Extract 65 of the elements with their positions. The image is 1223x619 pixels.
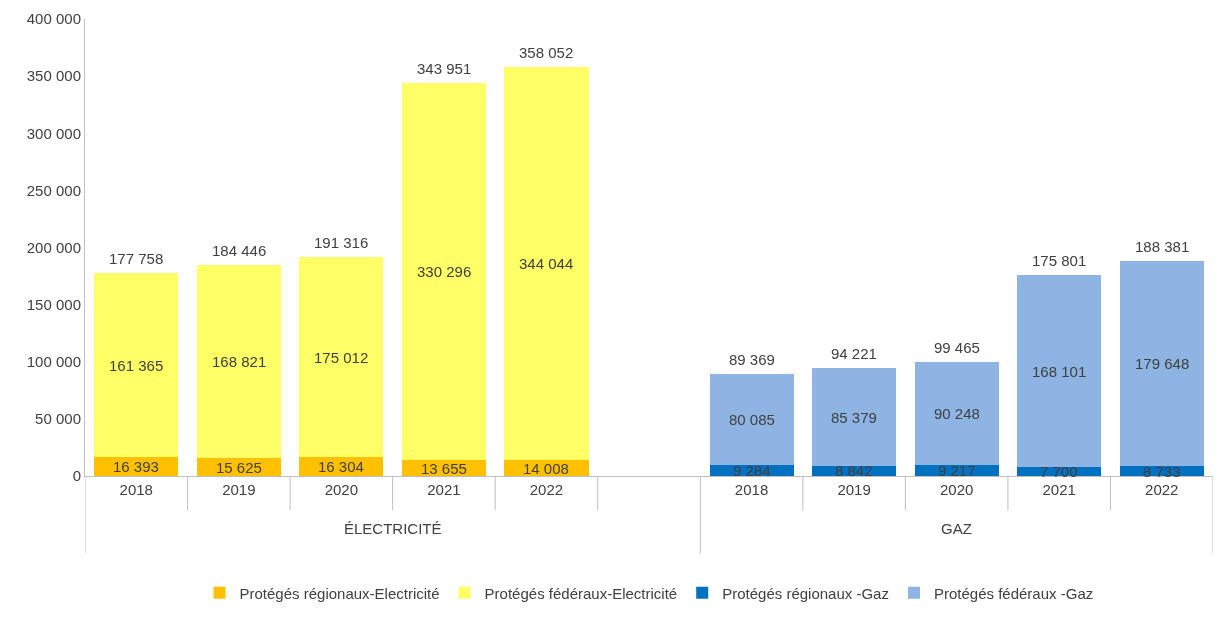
data-label: 8 842 <box>835 462 873 479</box>
data-label: 16 393 <box>113 458 159 475</box>
x-tick-label: 2022 <box>529 481 564 498</box>
bar <box>401 83 486 461</box>
total-label: 89 369 <box>729 351 775 368</box>
data-label: 90 248 <box>934 405 980 422</box>
data-label: 161 365 <box>109 357 164 374</box>
total-label: 191 316 <box>314 234 369 251</box>
data-label: 8 733 <box>1143 463 1181 480</box>
data-label: 16 304 <box>318 458 364 475</box>
data-label: 344 044 <box>519 255 574 272</box>
text: GAZ <box>941 520 972 537</box>
x-tick-label: 2020 <box>939 481 974 498</box>
total-label: 177 758 <box>109 250 164 267</box>
y-tick-label: 250 000 <box>26 181 81 199</box>
x-tick-label: 2019 <box>222 481 256 498</box>
y-tick-label: 400 000 <box>26 10 81 28</box>
bar <box>812 368 897 466</box>
bar <box>914 362 999 466</box>
total-label: 343 951 <box>417 60 472 77</box>
y-tick-label: 350 000 <box>26 67 81 85</box>
y-tick-label: 50 000 <box>35 410 81 428</box>
bar <box>504 66 589 460</box>
x-tick-label: 2020 <box>324 481 359 498</box>
data-label: 168 101 <box>1032 363 1087 380</box>
data-label: 13 655 <box>421 460 467 477</box>
total-label: 175 801 <box>1032 252 1087 269</box>
total-label: 184 446 <box>212 242 267 259</box>
legend-label: Protégés fédéraux-Electricité <box>484 584 678 602</box>
bar <box>1017 275 1102 468</box>
x-tick-label: 2021 <box>427 481 461 498</box>
bar <box>1119 260 1204 467</box>
total-label: 99 465 <box>934 339 980 356</box>
x-tick-label: 2019 <box>837 481 871 498</box>
x-tick-label: 2018 <box>119 481 153 498</box>
total-label: 188 381 <box>1135 238 1190 255</box>
y-tick-label: 300 000 <box>26 124 81 142</box>
legend-label: Protégés fédéraux -Gaz <box>933 584 1094 602</box>
x-tick-label: 2018 <box>734 481 769 498</box>
data-label: 9 284 <box>733 462 771 479</box>
data-label: 179 648 <box>1135 355 1190 372</box>
legend-label: Protégés régionaux-Electricité <box>239 584 440 602</box>
y-tick-label: 100 000 <box>26 353 81 370</box>
legend-label: Protégés régionaux -Gaz <box>722 584 889 602</box>
data-label: 168 821 <box>212 353 267 370</box>
bar <box>709 373 794 466</box>
data-label: 330 296 <box>417 263 472 280</box>
total-label: 94 221 <box>831 345 877 362</box>
y-tick-label: 0 <box>72 467 81 485</box>
x-tick-label: 2021 <box>1042 481 1076 498</box>
data-label: 85 379 <box>831 409 877 426</box>
data-label: 80 085 <box>729 411 775 428</box>
x-tick-label: 2022 <box>1145 481 1179 498</box>
data-label: 15 625 <box>216 459 262 476</box>
bar <box>94 272 179 458</box>
y-tick-label: 200 000 <box>26 238 81 256</box>
data-label: 9 217 <box>938 462 976 479</box>
total-label: 358 052 <box>519 44 574 61</box>
y-tick-label: 150 000 <box>26 295 81 313</box>
bar <box>299 257 384 458</box>
data-label: 14 008 <box>523 460 569 477</box>
bar <box>196 265 281 459</box>
text: ÉLECTRICITÉ <box>344 520 442 537</box>
data-label: 7 700 <box>1040 463 1078 480</box>
data-label: 175 012 <box>314 349 369 366</box>
